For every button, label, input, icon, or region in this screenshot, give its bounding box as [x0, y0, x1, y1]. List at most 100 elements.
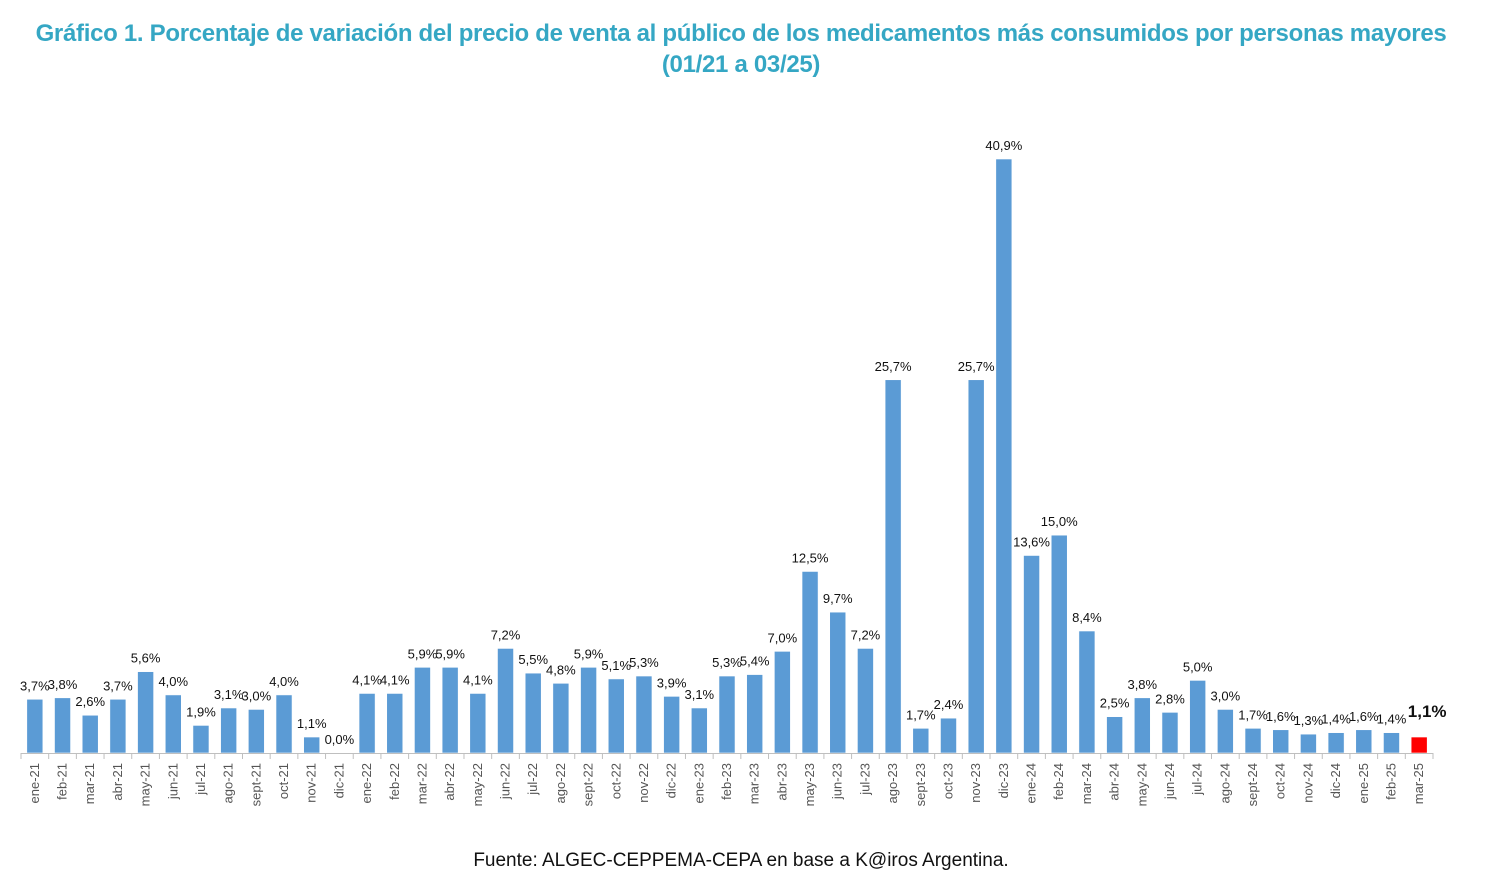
x-tick-label: feb-24	[1051, 763, 1066, 800]
x-tick-label: may-23	[802, 763, 817, 806]
bar	[220, 707, 237, 754]
bar	[967, 379, 985, 754]
x-tick-label: feb-21	[55, 763, 70, 800]
bar	[497, 648, 514, 754]
data-label: 3,1%	[214, 687, 244, 702]
bar	[1272, 729, 1290, 754]
bar	[386, 693, 404, 754]
data-label: 4,1%	[352, 672, 382, 687]
data-label: 1,7%	[1238, 707, 1268, 722]
data-label: 5,0%	[1183, 659, 1213, 674]
data-label: 2,6%	[75, 694, 105, 709]
bar	[469, 693, 487, 754]
x-tick-label: abr-21	[110, 763, 125, 801]
data-label: 1,3%	[1294, 713, 1324, 728]
x-tick-label: oct-21	[276, 763, 291, 799]
bar	[137, 671, 154, 754]
x-tick-label: ago-23	[885, 763, 900, 803]
bar	[607, 678, 625, 754]
data-label: 8,4%	[1072, 610, 1102, 625]
bar	[1327, 732, 1345, 754]
data-label: 5,9%	[435, 646, 465, 661]
data-label: 4,8%	[546, 662, 576, 677]
data-label: 25,7%	[958, 359, 995, 374]
bar	[1355, 729, 1373, 754]
data-label: 15,0%	[1041, 514, 1078, 529]
bar	[1244, 728, 1262, 754]
bar	[414, 667, 431, 754]
bar	[552, 682, 570, 754]
data-label: 1,6%	[1266, 709, 1296, 724]
data-label: 1,7%	[906, 707, 936, 722]
x-tick-label: oct-23	[940, 763, 955, 799]
source-note: Fuente: ALGEC-CEPPEMA-CEPA en base a K@i…	[473, 850, 1009, 871]
x-tick-label: feb-25	[1383, 763, 1398, 800]
bar	[801, 571, 819, 754]
x-tick-label: ago-24	[1217, 763, 1232, 803]
chart-title: Gráfico 1. Porcentaje de variación del p…	[0, 18, 1482, 80]
data-label: 3,0%	[242, 688, 272, 703]
data-label: 1,1%	[297, 716, 327, 731]
data-label: 13,6%	[1013, 534, 1050, 549]
data-label: 3,7%	[20, 678, 50, 693]
x-tick-label: jul-21	[193, 763, 208, 796]
bar	[1050, 534, 1068, 754]
x-tick-label: ago-22	[553, 763, 568, 803]
data-label: 2,4%	[934, 697, 964, 712]
bar-highlight	[1410, 736, 1428, 754]
data-label: 5,4%	[740, 654, 770, 669]
bar	[303, 736, 321, 754]
x-tick-label: nov-23	[968, 763, 983, 803]
bar	[774, 651, 791, 754]
bar	[746, 674, 764, 754]
x-axis: ene-21 feb-21 mar-21 abr-21 may-21 jun-21 jul-…	[20, 753, 1434, 806]
data-label: 1,1%	[1408, 702, 1447, 721]
bar	[1133, 697, 1151, 754]
x-tick-label: sept-24	[1245, 763, 1260, 806]
data-label: 5,6%	[131, 651, 161, 666]
x-tick-label: sept-23	[913, 763, 928, 806]
data-label: 3,9%	[657, 675, 687, 690]
x-tick-label: dic-21	[331, 763, 346, 798]
bar	[857, 648, 874, 754]
bar	[164, 694, 182, 754]
bar	[248, 709, 265, 754]
bar	[275, 694, 293, 754]
x-tick-label: nov-21	[304, 763, 319, 803]
data-label: 4,0%	[158, 674, 188, 689]
data-label: 5,9%	[408, 646, 438, 661]
x-tick-label: ene-24	[1024, 763, 1039, 803]
data-label: 5,9%	[574, 646, 604, 661]
data-label: 1,6%	[1349, 709, 1379, 724]
data-label: 3,7%	[103, 678, 133, 693]
x-tick-label: jul-24	[1190, 763, 1205, 796]
data-label: 3,1%	[684, 687, 714, 702]
x-tick-label: jul-23	[857, 763, 872, 796]
x-tick-label: may-22	[470, 763, 485, 806]
x-tick-label: abr-23	[774, 763, 789, 801]
bar	[1106, 716, 1123, 754]
x-tick-label: may-24	[1134, 763, 1149, 806]
bar	[109, 698, 127, 754]
x-tick-label: mar-21	[82, 763, 97, 804]
chart-subtitle: (01/21 a 03/25)	[661, 51, 821, 78]
data-label: 4,1%	[463, 672, 493, 687]
data-label: 3,8%	[48, 677, 78, 692]
x-tick-label: jun-23	[830, 763, 845, 800]
x-tick-label: dic-22	[664, 763, 679, 798]
x-tick-label: sept-21	[248, 763, 263, 806]
bar	[1300, 733, 1317, 754]
x-tick-label: abr-24	[1107, 763, 1122, 801]
x-tick-label: mar-25	[1411, 763, 1426, 804]
data-label: 3,8%	[1127, 677, 1157, 692]
x-tick-label: mar-23	[747, 763, 762, 804]
data-label: 1,9%	[186, 704, 216, 719]
bar	[54, 697, 71, 754]
data-label: 4,0%	[269, 674, 299, 689]
bar	[690, 707, 708, 754]
bar	[1161, 712, 1179, 754]
data-label: 9,7%	[823, 591, 853, 606]
bar	[441, 667, 459, 754]
data-label: 7,2%	[491, 627, 521, 642]
bar	[940, 717, 957, 754]
